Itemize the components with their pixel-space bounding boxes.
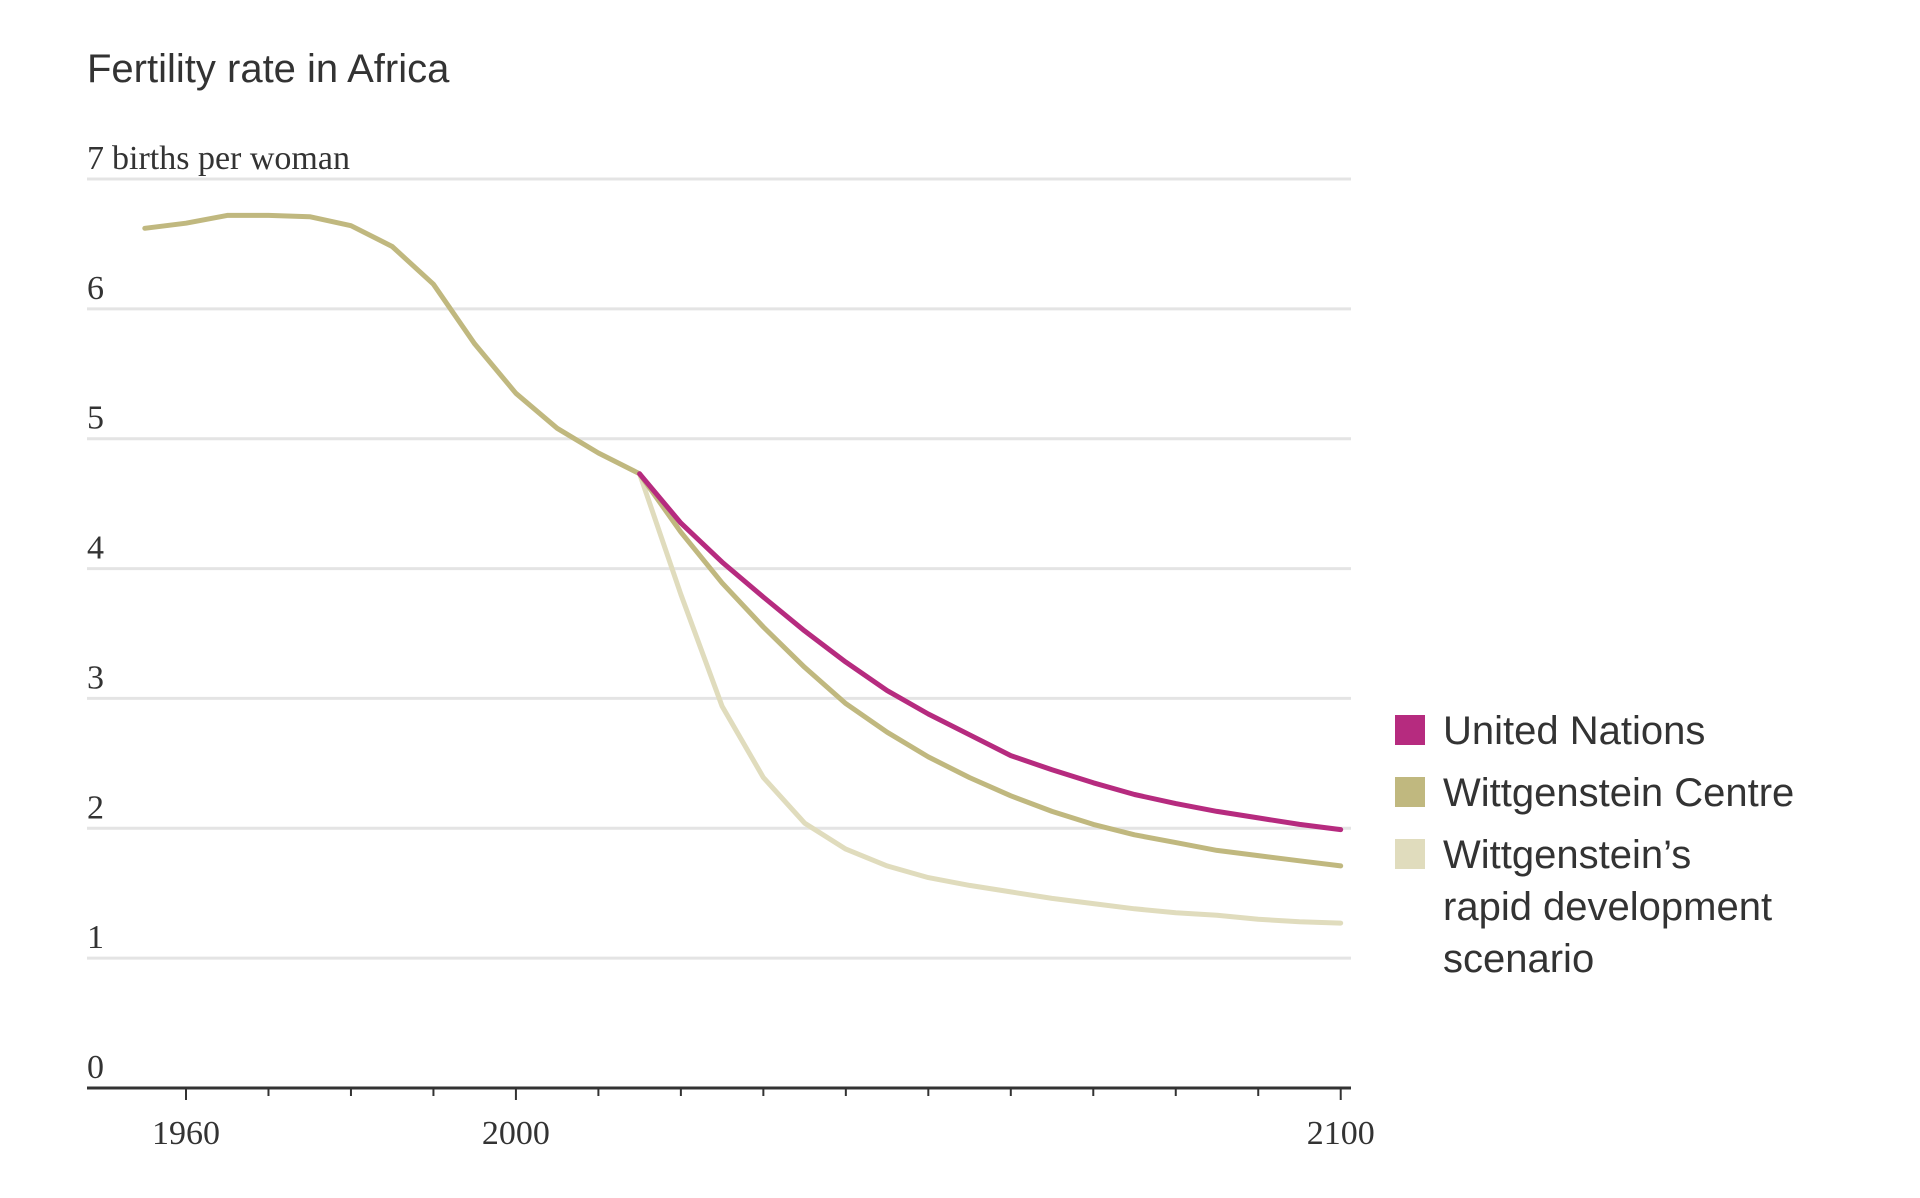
legend-label-line: Wittgenstein’s [1443, 833, 1691, 877]
y-tick-label: 0 [87, 1049, 104, 1086]
y-tick-label: 7 [87, 140, 104, 177]
y-tick-label: 2 [87, 789, 104, 826]
legend-label: Wittgenstein Centre [1443, 771, 1794, 815]
legend-swatch [1395, 839, 1425, 869]
series-line-1 [142, 212, 1344, 869]
y-axis-label: births per woman [112, 140, 350, 177]
legend-label-line: rapid development [1443, 885, 1772, 929]
legend-label-line: scenario [1443, 937, 1594, 981]
y-tick-label: 5 [87, 400, 104, 437]
x-tick-label: 1960 [152, 1115, 220, 1152]
legend-label: Wittgenstein’s rapid development scenario [1443, 833, 1772, 981]
x-tick-label: 2000 [482, 1115, 550, 1152]
legend-label-line: Wittgenstein Centre [1443, 771, 1794, 815]
legend-label-line: United Nations [1443, 709, 1705, 753]
chart-title: Fertility rate in Africa [87, 47, 450, 91]
series-lines [142, 212, 1344, 926]
x-axis: 1960 2000 2100 [87, 1086, 1375, 1152]
y-tick-label: 4 [87, 530, 104, 567]
legend-label: United Nations [1443, 709, 1705, 753]
series-line-0 [637, 471, 1344, 833]
x-tick-label: 2100 [1307, 1115, 1375, 1152]
series-line-2 [637, 471, 1344, 926]
legend: United Nations Wittgenstein Centre Wittgen… [1395, 709, 1794, 981]
y-axis-ticks: 0 1 2 3 4 5 6 7 [87, 140, 104, 1086]
legend-swatch [1395, 715, 1425, 745]
y-tick-label: 3 [87, 659, 104, 696]
y-tick-label: 6 [87, 270, 104, 307]
legend-swatch [1395, 777, 1425, 807]
y-tick-label: 1 [87, 919, 104, 956]
